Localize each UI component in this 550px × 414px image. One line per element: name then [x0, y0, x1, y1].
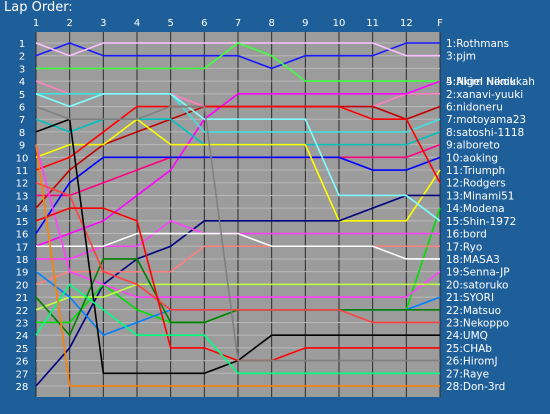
series-line — [35, 42, 440, 70]
y-tick-label: 5 — [19, 90, 25, 101]
y-tick-label: 16 — [16, 230, 29, 241]
series-label: 10:aoking — [446, 152, 498, 164]
series-label: 3:pjm — [446, 51, 476, 63]
series-label: 15:Shin-1972 — [446, 216, 516, 228]
series-label: 22:Matsuo — [446, 305, 501, 317]
series-label: 11:Triumph — [446, 165, 505, 177]
series-label: 16:bord — [446, 229, 487, 241]
series-label: 27:Raye — [446, 368, 489, 380]
series-line — [35, 156, 441, 234]
y-tick-label: 8 — [19, 128, 25, 139]
y-tick-label: 1 — [19, 39, 25, 50]
series-label: 19:Senna-JP — [446, 267, 510, 279]
x-tick-label: 9 — [302, 18, 308, 29]
y-tick-label: 14 — [16, 204, 29, 215]
y-tick-label: 18 — [16, 255, 29, 266]
y-tick-label: 21 — [16, 293, 29, 304]
series-line — [35, 105, 440, 362]
x-tick-label: 6 — [201, 18, 207, 29]
series-label: 6:nidoneru — [446, 102, 503, 114]
y-tick-label: 9 — [19, 141, 25, 152]
series-line — [35, 118, 441, 222]
x-tick-label: 3 — [100, 18, 106, 29]
series-line — [35, 283, 440, 311]
y-tick-label: 6 — [19, 103, 25, 114]
y-tick-label: 15 — [16, 217, 29, 228]
y-tick-label: 26 — [16, 357, 29, 368]
x-tick-label: F — [437, 18, 443, 29]
series-line — [35, 80, 441, 248]
series-label: 9:alboreto — [446, 140, 500, 152]
series-line — [35, 105, 441, 184]
y-tick-label: 10 — [16, 153, 29, 164]
y-tick-label: 27 — [16, 369, 29, 380]
y-tick-label: 2 — [19, 52, 25, 63]
series-label: 2:xanavi-yuuki — [446, 89, 523, 101]
x-tick-label: 2 — [66, 18, 72, 29]
series-label: 1:Rothmans — [446, 38, 509, 50]
y-tick-label: 17 — [16, 242, 29, 253]
series-label: 25:CHAb — [446, 343, 492, 355]
y-tick-label: 3 — [19, 64, 25, 75]
series-line — [36, 42, 440, 82]
y-tick-label: 13 — [16, 191, 29, 202]
series-label: 20:satoruko — [446, 279, 508, 291]
series-label: 18:MASA3 — [446, 254, 500, 266]
y-tick-label: 23 — [16, 318, 29, 329]
series-label: 13:Minami51 — [446, 190, 514, 202]
series-label: 21:SYORI — [446, 292, 494, 304]
series-label: 12:Rodgers — [446, 178, 506, 190]
series-label: 26:HiromJ — [446, 356, 498, 368]
series-label: 23:Nekoppo — [446, 317, 509, 329]
x-tick-label: 4 — [134, 18, 140, 29]
y-tick-label: 22 — [16, 306, 29, 317]
y-tick-label: 28 — [16, 382, 29, 393]
chart-title: Lap Order: — [4, 0, 73, 15]
series-label: 17:Ryo — [446, 241, 482, 253]
series-line — [35, 93, 441, 222]
series-label: 8:satoshi-1118 — [446, 127, 524, 139]
series-line — [35, 181, 440, 324]
y-tick-label: 4 — [19, 77, 25, 88]
y-tick-label: 7 — [19, 115, 25, 126]
x-tick-label: 1 — [33, 18, 39, 29]
x-tick-label: 10 — [333, 18, 346, 29]
series-label: 4:Akim Nenikkah — [446, 76, 535, 88]
y-tick-label: 12 — [16, 179, 29, 190]
y-tick-label: 20 — [16, 280, 29, 291]
x-tick-label: 11 — [366, 18, 379, 29]
x-tick-label: 7 — [235, 18, 241, 29]
series-line — [36, 232, 440, 260]
y-tick-label: 25 — [16, 344, 29, 355]
series-line — [35, 144, 441, 298]
y-tick-label: 19 — [16, 268, 29, 279]
x-tick-label: 12 — [400, 18, 413, 29]
series-label: 24:UMQ — [446, 330, 488, 342]
y-tick-label: 24 — [16, 331, 29, 342]
x-tick-label: 5 — [167, 18, 173, 29]
series-line — [35, 144, 440, 387]
series-label: 14:Modena — [446, 203, 505, 215]
series-line — [35, 283, 440, 375]
y-tick-label: 11 — [16, 166, 29, 177]
x-tick-label: 8 — [268, 18, 274, 29]
series-label: 7:motoyama23 — [446, 114, 526, 126]
series-label: 28:Don-3rd — [446, 381, 505, 393]
series-label: 5:Nigel Hikou — [446, 76, 516, 88]
